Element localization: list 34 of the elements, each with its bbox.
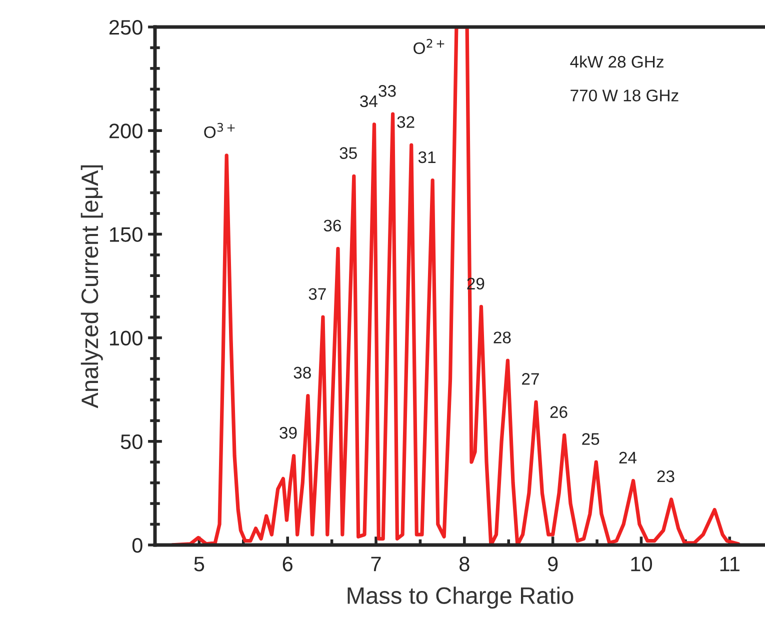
annotation: 34 [360, 95, 378, 108]
annotation: 36 [324, 220, 341, 232]
y-tick-label: 250 [109, 20, 142, 35]
annotation: 24 [619, 452, 636, 464]
annotation: 31 [418, 151, 436, 164]
annotation: 23 [657, 470, 674, 482]
x-tick-label: 10 [631, 556, 652, 572]
x-tick-label: 6 [282, 556, 292, 572]
annotation: 39 [280, 426, 297, 439]
annotation: 770 W 18 GHz [570, 90, 678, 102]
annotation: 28 [494, 332, 511, 344]
x-tick-label: 11 [720, 556, 740, 572]
annotation: 27 [522, 373, 539, 385]
annotation: 32 [397, 116, 414, 128]
x-tick-label: 9 [548, 556, 558, 572]
x-tick-label: 7 [371, 556, 381, 572]
annotation: O$^{3+}$ [204, 122, 235, 138]
annotation: 26 [550, 406, 568, 418]
y-tick-label: 0 [132, 538, 142, 553]
x-tick-label: 5 [194, 556, 204, 572]
annotation: 37 [308, 288, 326, 300]
annotation: 4kW 28 GHz [570, 55, 664, 68]
annotation: 25 [582, 433, 600, 445]
y-tick-label: 50 [120, 434, 142, 450]
x-tick-label: 8 [460, 556, 470, 572]
y-tick-label: 150 [110, 227, 142, 242]
y-axis-title: Analyzed Current [eμA] [80, 165, 103, 408]
annotation: 35 [340, 147, 357, 159]
annotation: 33 [378, 85, 396, 97]
annotation: 38 [294, 366, 311, 379]
x-axis-title: Mass to Charge Ratio [348, 586, 574, 609]
annotation: O$^{2+}$ [414, 38, 444, 54]
y-tick-label: 100 [110, 330, 142, 346]
y-tick-label: 200 [109, 124, 142, 138]
